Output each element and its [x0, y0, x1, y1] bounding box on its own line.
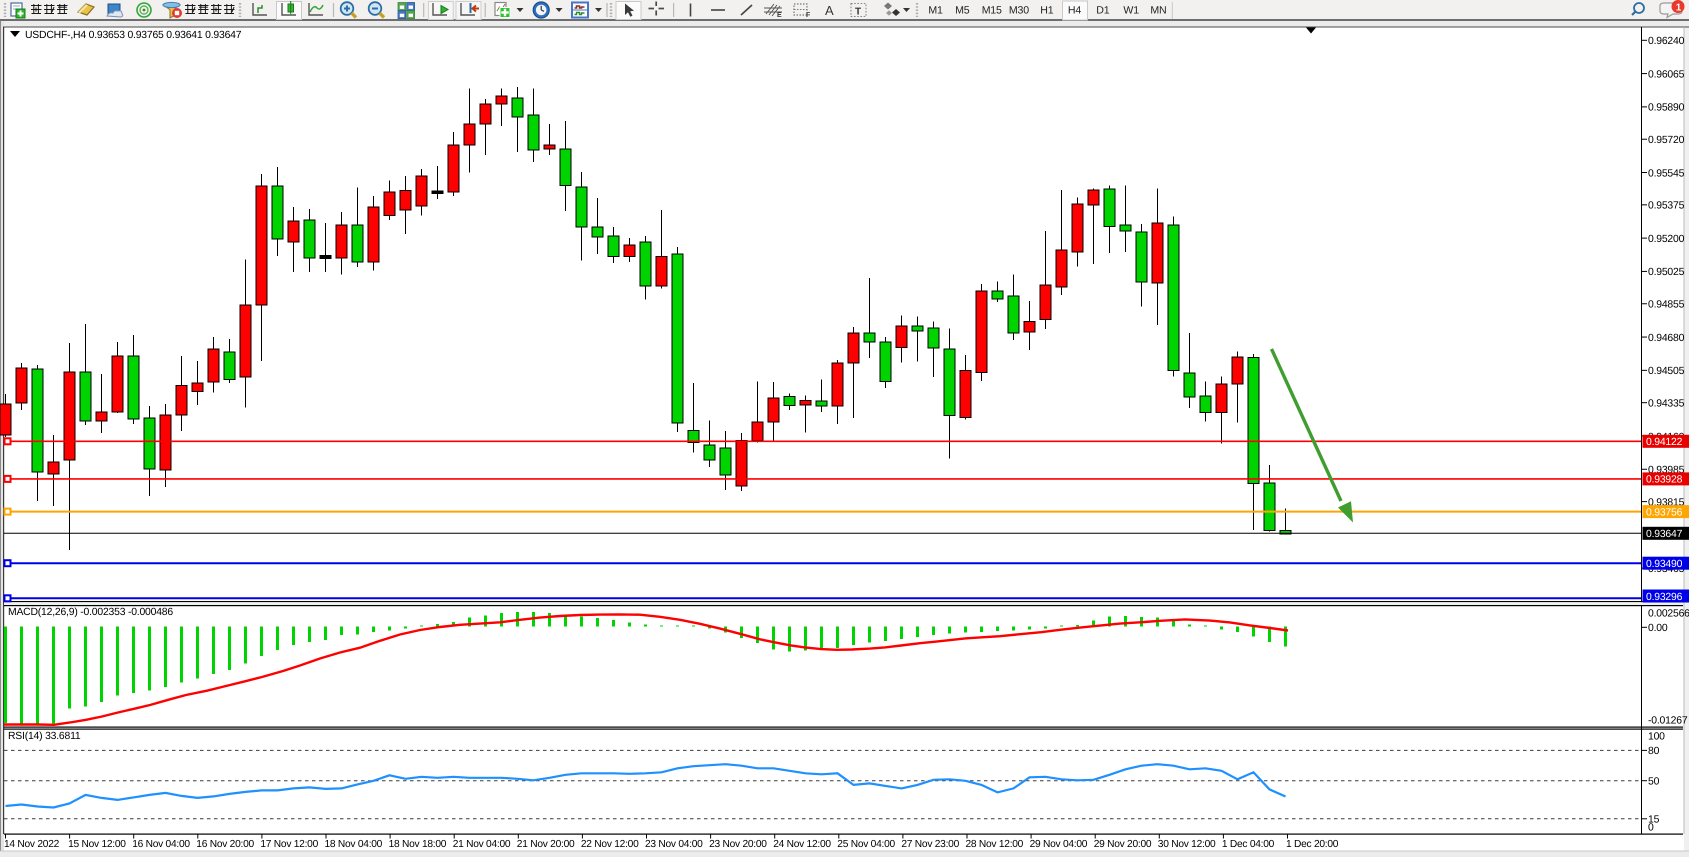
svg-text:23 Nov 04:00: 23 Nov 04:00	[645, 839, 703, 850]
svg-text:H4: H4	[1068, 5, 1081, 17]
svg-text:M15: M15	[982, 5, 1002, 17]
svg-text:H1: H1	[1040, 5, 1053, 17]
svg-text:18 Nov 04:00: 18 Nov 04:00	[325, 839, 383, 850]
svg-text:0.94335: 0.94335	[1648, 398, 1685, 409]
svg-text:50: 50	[1648, 777, 1660, 788]
svg-text:15: 15	[1648, 815, 1660, 826]
svg-text:24 Nov 12:00: 24 Nov 12:00	[773, 839, 831, 850]
svg-text:21 Nov 20:00: 21 Nov 20:00	[517, 839, 575, 850]
svg-text:0.93756: 0.93756	[1646, 507, 1683, 518]
svg-text:29 Nov 20:00: 29 Nov 20:00	[1094, 839, 1152, 850]
svg-text:0.00: 0.00	[1648, 623, 1668, 634]
svg-text:0: 0	[1648, 822, 1654, 833]
svg-text:15 Nov 12:00: 15 Nov 12:00	[68, 839, 126, 850]
svg-text:0.95545: 0.95545	[1648, 168, 1685, 179]
svg-text:80: 80	[1648, 746, 1660, 757]
svg-text:0.002566: 0.002566	[1648, 608, 1689, 619]
svg-text:16 Nov 20:00: 16 Nov 20:00	[196, 839, 254, 850]
svg-text:0.94122: 0.94122	[1646, 437, 1683, 448]
svg-text:1: 1	[1676, 3, 1682, 14]
svg-text:RSI(14) 33.6811: RSI(14) 33.6811	[8, 731, 81, 742]
svg-text:16 Nov 04:00: 16 Nov 04:00	[132, 839, 190, 850]
svg-text:F: F	[806, 12, 811, 19]
svg-text:1 Dec 04:00: 1 Dec 04:00	[1222, 839, 1275, 850]
svg-text:USDCHF-,H4 0.93653 0.93765 0.: USDCHF-,H4 0.93653 0.93765 0.93641 0.936…	[25, 30, 242, 41]
svg-text:T: T	[855, 7, 861, 18]
svg-text:M1: M1	[928, 5, 943, 17]
svg-text:W1: W1	[1123, 5, 1139, 17]
svg-text:22 Nov 12:00: 22 Nov 12:00	[581, 839, 639, 850]
svg-text:MACD(12,26,9) -0.002353 -0.000: MACD(12,26,9) -0.002353 -0.000486	[8, 607, 173, 618]
svg-text:30 Nov 12:00: 30 Nov 12:00	[1158, 839, 1216, 850]
svg-text:0.93928: 0.93928	[1646, 475, 1683, 486]
svg-text:18 Nov 18:00: 18 Nov 18:00	[389, 839, 447, 850]
svg-text:100: 100	[1648, 731, 1665, 742]
svg-text:A: A	[825, 3, 834, 18]
svg-text:17 Nov 12:00: 17 Nov 12:00	[260, 839, 318, 850]
svg-text:0.93815: 0.93815	[1648, 497, 1685, 508]
svg-text:M30: M30	[1009, 5, 1029, 17]
svg-text:21 Nov 04:00: 21 Nov 04:00	[453, 839, 511, 850]
svg-text:0.93647: 0.93647	[1646, 529, 1683, 540]
svg-text:28 Nov 12:00: 28 Nov 12:00	[966, 839, 1024, 850]
svg-text:0.95890: 0.95890	[1648, 103, 1685, 114]
svg-text:0.95375: 0.95375	[1648, 201, 1685, 212]
svg-text:0.95200: 0.95200	[1648, 234, 1685, 245]
svg-text:1 Dec 20:00: 1 Dec 20:00	[1286, 839, 1339, 850]
svg-text:0.96240: 0.96240	[1648, 36, 1685, 47]
svg-text:0.95025: 0.95025	[1648, 267, 1685, 278]
svg-text:29 Nov 04:00: 29 Nov 04:00	[1030, 839, 1088, 850]
svg-text:27 Nov 23:00: 27 Nov 23:00	[901, 839, 959, 850]
svg-text:MN: MN	[1150, 5, 1166, 17]
svg-text:0.93985: 0.93985	[1648, 465, 1685, 476]
svg-text:0.94680: 0.94680	[1648, 333, 1685, 344]
svg-text:0.94855: 0.94855	[1648, 300, 1685, 311]
svg-text:0.93490: 0.93490	[1646, 559, 1683, 570]
svg-text:0.94505: 0.94505	[1648, 366, 1685, 377]
svg-text:M5: M5	[955, 5, 970, 17]
svg-text:E: E	[777, 12, 782, 19]
svg-text:23 Nov 20:00: 23 Nov 20:00	[709, 839, 767, 850]
svg-text:25 Nov 04:00: 25 Nov 04:00	[837, 839, 895, 850]
svg-text:14 Nov 2022: 14 Nov 2022	[4, 839, 60, 850]
svg-text:0.95720: 0.95720	[1648, 135, 1685, 146]
svg-text:0.93296: 0.93296	[1646, 592, 1683, 603]
svg-text:0.96065: 0.96065	[1648, 69, 1685, 80]
svg-text:D1: D1	[1096, 5, 1109, 17]
svg-text:-0.01267: -0.01267	[1648, 716, 1688, 727]
